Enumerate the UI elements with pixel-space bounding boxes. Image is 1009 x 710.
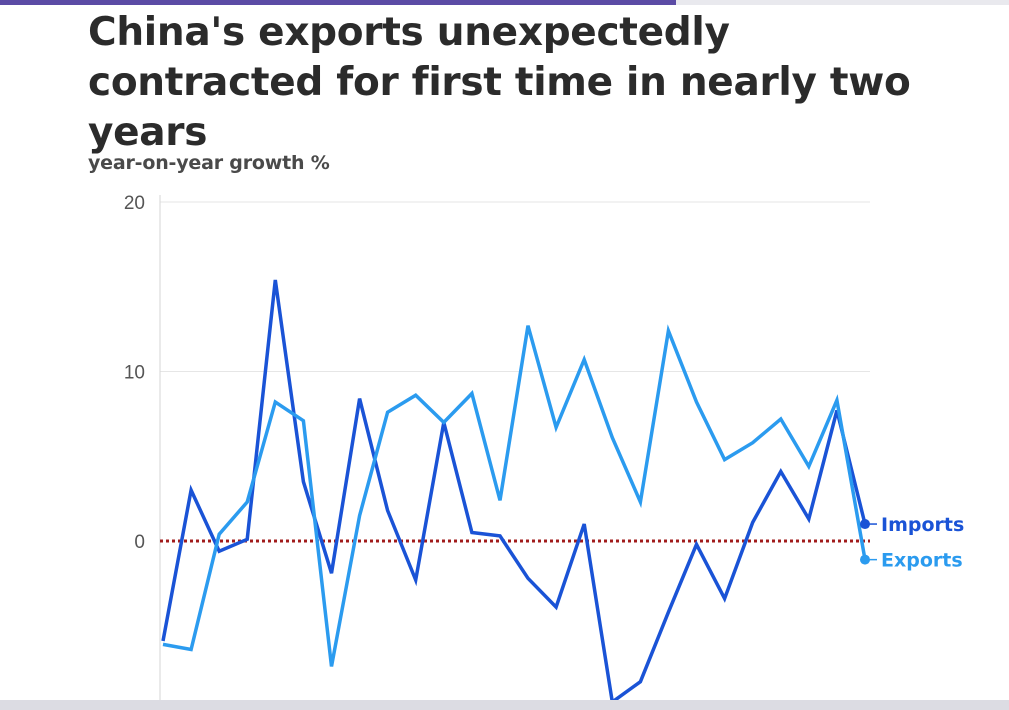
y-tick-labels: 0 10 20 — [124, 193, 145, 553]
legend-label-exports: Exports — [881, 550, 963, 572]
bottom-scroll-bar — [0, 700, 1009, 710]
series-line-exports — [162, 324, 867, 667]
series-line-imports — [161, 279, 867, 700]
top-accent-bar — [0, 0, 676, 5]
y-tick-label: 10 — [124, 363, 145, 384]
chart-title: China's exports unexpectedly contracted … — [88, 10, 911, 155]
legend-label-imports: Imports — [881, 514, 964, 536]
series-lines — [161, 279, 867, 700]
series-legend-labels: Imports Exports — [860, 514, 964, 572]
top-bar-rest — [676, 0, 1009, 5]
y-axis-label: year-on-year growth % — [88, 152, 330, 174]
y-tick-label: 0 — [134, 532, 145, 553]
gridlines — [160, 201, 870, 372]
y-tick-label: 20 — [124, 193, 145, 214]
